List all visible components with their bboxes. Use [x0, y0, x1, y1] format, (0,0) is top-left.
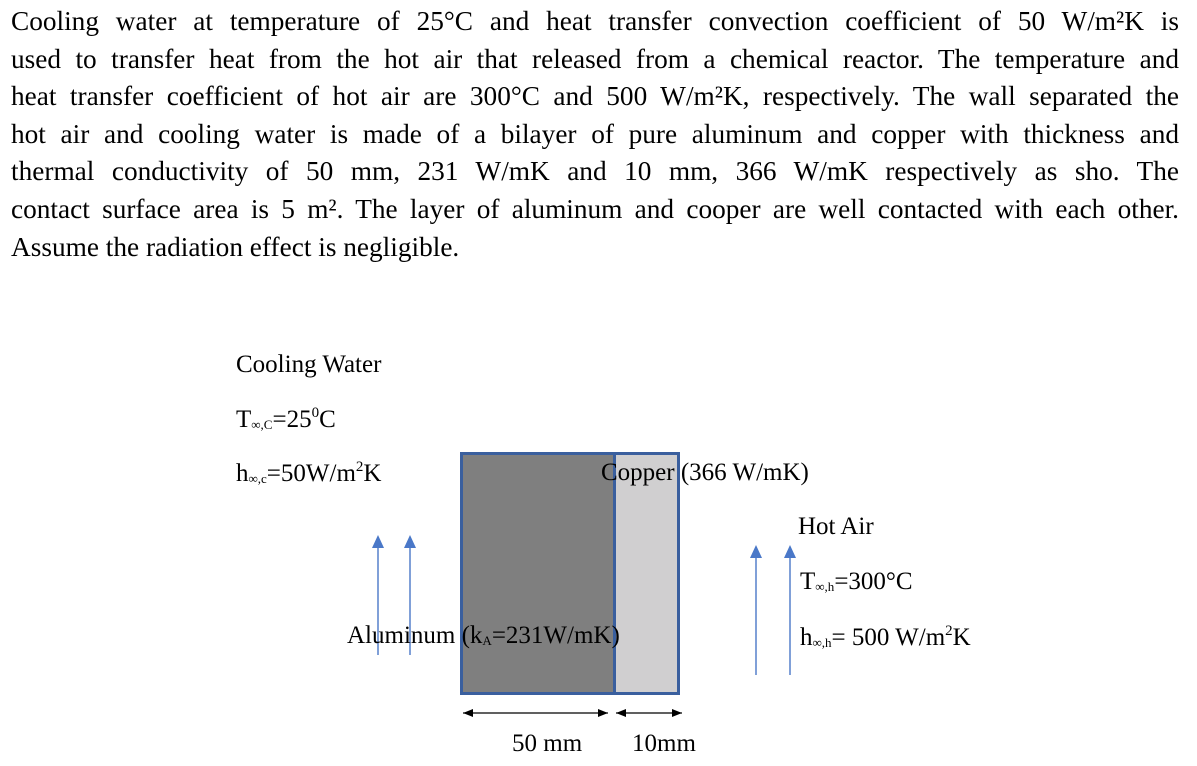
- aluminum-label-text: Aluminum (k: [347, 622, 483, 649]
- dimension-aluminum-label: 50 mm: [512, 730, 583, 757]
- temp-subscript: ∞,C: [251, 417, 273, 432]
- aluminum-label-value: =231W/mK): [491, 622, 620, 649]
- arrowhead-icon: [598, 709, 608, 717]
- arrowhead-icon: [672, 709, 682, 717]
- copper-label: Copper (366 W/mK): [601, 459, 809, 486]
- arrowhead-icon: [750, 545, 762, 558]
- degree-superscript: 0: [311, 405, 320, 421]
- hot-air-coefficient: h∞,h= 500 W/m2K: [800, 623, 971, 651]
- coef-subscript: ∞,h: [812, 635, 832, 650]
- temp-symbol: T: [800, 568, 816, 595]
- arrowhead-icon: [404, 535, 416, 548]
- coef-symbol: h: [236, 460, 249, 487]
- aluminum-label-subscript: A: [482, 633, 492, 648]
- cooling-water-title: Cooling Water: [236, 351, 382, 378]
- coef-value: =50W/m: [266, 460, 356, 487]
- coef-symbol: h: [800, 624, 813, 651]
- hot-air-title: Hot Air: [798, 513, 874, 540]
- coef-value: = 500 W/m: [831, 624, 946, 651]
- arrowhead-icon: [372, 535, 384, 548]
- coef-superscript: 2: [355, 459, 364, 475]
- temp-unit: C: [319, 406, 336, 433]
- coef-unit: K: [363, 460, 382, 487]
- cooling-water-temperature: T∞,C=250C: [236, 405, 336, 433]
- problem-line: Cooling water at temperature of 25°C and…: [11, 6, 1179, 36]
- problem-line: contact surface area is 5 m². The layer …: [11, 193, 1179, 224]
- temp-symbol: T: [236, 406, 252, 433]
- coef-superscript: 2: [945, 623, 953, 639]
- copper-layer: [613, 452, 680, 695]
- temp-subscript: ∞,h: [815, 579, 835, 594]
- dimension-copper-label: 10mm: [632, 730, 696, 757]
- problem-line: hot air and cooling water is made of a b…: [11, 118, 1179, 149]
- temp-value: =300°C: [834, 568, 913, 595]
- problem-line: thermal conductivity of 50 mm, 231 W/mK …: [11, 156, 1179, 187]
- cooling-water-coefficient: h∞,c=50W/m2K: [236, 459, 382, 487]
- coef-unit: K: [952, 624, 971, 651]
- problem-line: used to transfer heat from the hot air t…: [11, 43, 1179, 74]
- problem-line: Assume the radiation effect is negligibl…: [11, 231, 460, 262]
- arrowhead-icon: [784, 545, 796, 558]
- hot-air-temperature: T∞,h=300°C: [800, 569, 913, 594]
- coef-subscript: ∞,c: [248, 471, 267, 486]
- problem-statement: Cooling water at temperature of 25°C and…: [11, 3, 1179, 266]
- arrowhead-icon: [616, 709, 626, 717]
- aluminum-layer: [460, 452, 616, 695]
- temp-value: =25: [272, 406, 312, 433]
- problem-line: heat transfer coefficient of hot air are…: [11, 81, 1179, 112]
- arrowhead-icon: [463, 709, 473, 717]
- aluminum-label: Aluminum (kA=231W/mK): [347, 623, 620, 648]
